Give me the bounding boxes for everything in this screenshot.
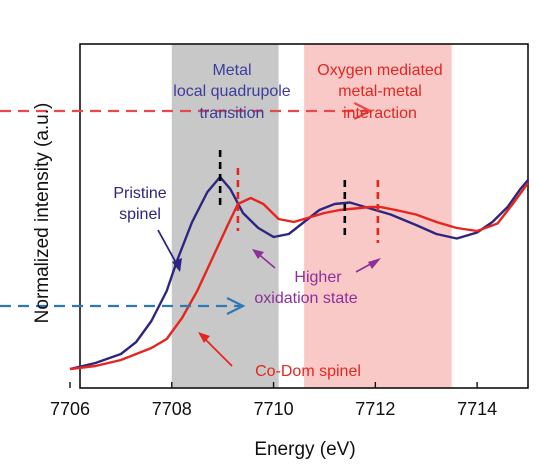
metal-label-line1: Metal xyxy=(212,62,251,79)
shaded-region-0 xyxy=(171,44,279,388)
y-axis-label: Normalized intensity (a.u.) xyxy=(32,103,53,324)
higher-pointer-right-head xyxy=(368,258,381,269)
blue-dashed-arrow-head xyxy=(226,297,246,315)
plot-frame xyxy=(79,43,529,389)
oxygen-label-line3: interaction xyxy=(343,105,417,122)
higher-label-line1: Higher xyxy=(294,269,342,286)
dashed-markers xyxy=(218,150,380,243)
x-axis-label: Energy (eV) xyxy=(254,439,355,460)
axes-frame xyxy=(79,43,529,389)
x-tick-label: 7708 xyxy=(152,399,192,419)
x-tick-label: 7714 xyxy=(457,399,497,419)
pristine-spinel-line xyxy=(69,175,529,371)
oxygen-label-line1: Oxygen mediated xyxy=(317,62,442,79)
pristine-label-line1: Pristine xyxy=(113,185,166,202)
pristine-pointer-head xyxy=(172,258,182,272)
oxygen-label-line2: metal-metal xyxy=(338,83,422,100)
arrows xyxy=(0,102,373,315)
red-dashed-arrow-head xyxy=(353,102,373,120)
metal-label-line3: transition xyxy=(200,105,265,122)
x-ticks: 7706 7708 7710 7712 7714 xyxy=(50,382,497,419)
x-tick-label: 7710 xyxy=(254,399,294,419)
x-tick-label: 7712 xyxy=(355,399,395,419)
metal-label-line2: local quadrupole xyxy=(173,83,291,100)
pristine-label-line2: spinel xyxy=(119,206,161,223)
series-lines xyxy=(69,175,529,371)
codom-spinel-line xyxy=(69,182,529,371)
codom-pointer-head xyxy=(198,332,210,343)
codom-label: Co-Dom spinel xyxy=(255,363,361,380)
higher-pointer-left-head xyxy=(252,249,264,259)
x-tick-label: 7706 xyxy=(50,399,90,419)
codom-pointer xyxy=(201,335,233,367)
higher-label-line2: oxidation state xyxy=(254,290,357,307)
